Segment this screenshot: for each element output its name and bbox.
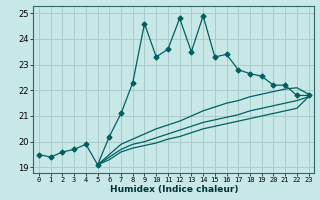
X-axis label: Humidex (Indice chaleur): Humidex (Indice chaleur) <box>109 185 238 194</box>
